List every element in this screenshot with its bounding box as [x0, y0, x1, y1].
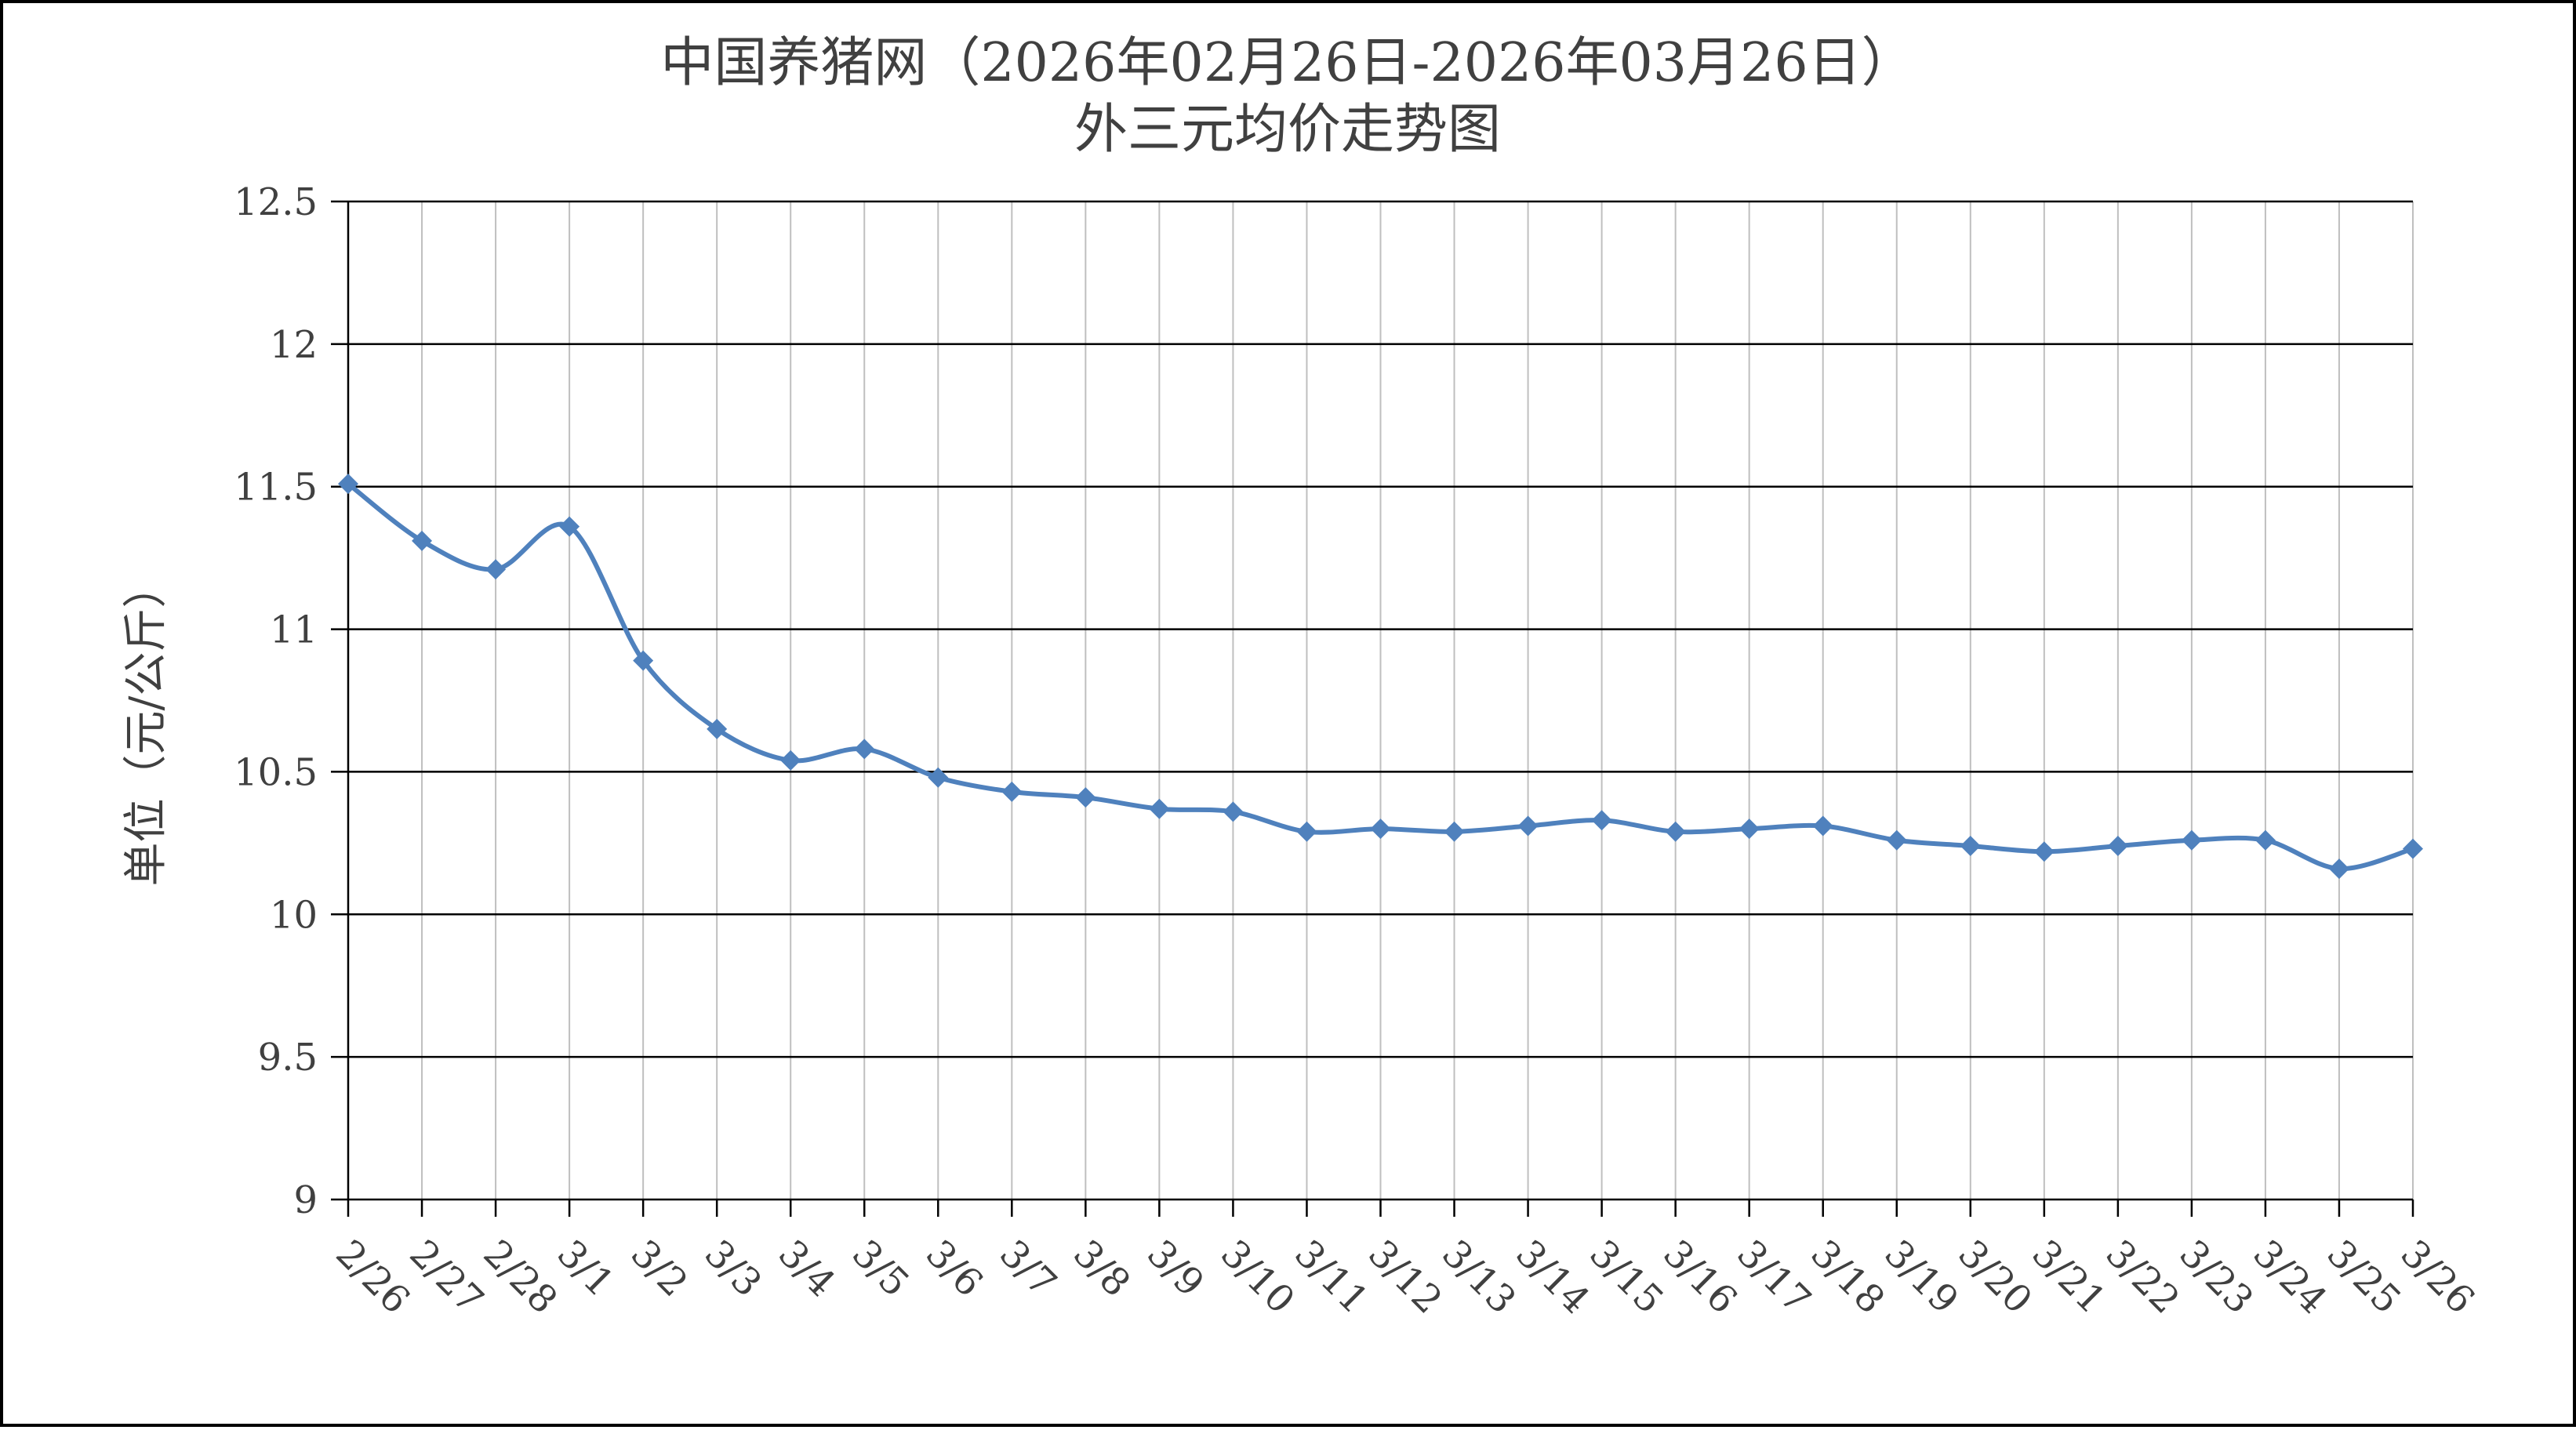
data-point-marker	[1149, 798, 1170, 819]
data-point-marker	[854, 739, 875, 760]
data-point-marker	[1223, 801, 1244, 822]
data-point-marker	[633, 650, 654, 671]
y-tick-label: 11.5	[234, 466, 318, 510]
data-point-marker	[559, 516, 580, 537]
data-point-marker	[2181, 829, 2202, 851]
data-point-marker	[707, 718, 728, 739]
y-tick-label: 10	[270, 893, 318, 937]
data-point-marker	[1739, 818, 1760, 840]
data-point-marker	[1812, 815, 1833, 837]
gridlines	[348, 200, 2414, 1200]
data-point-marker	[1591, 810, 1612, 831]
data-point-marker	[338, 474, 358, 495]
data-point-marker	[1960, 835, 1981, 856]
y-axis-label: 单位（元/公斤）	[121, 564, 172, 887]
data-point-marker	[1001, 781, 1023, 802]
y-tick-labels: 12.5 12 11.5 11 10.5 10 9.5 9	[234, 180, 318, 1222]
data-point-marker	[1886, 829, 1907, 851]
data-point-marker	[2403, 838, 2423, 859]
data-point-marker	[1370, 818, 1391, 840]
data-point-marker	[1444, 821, 1465, 842]
data-point-marker	[1296, 821, 1317, 842]
data-point-marker	[1517, 815, 1539, 837]
y-tick-label: 10.5	[234, 750, 318, 794]
data-point-marker	[412, 530, 433, 551]
y-tick-label: 9.5	[258, 1036, 318, 1080]
data-point-marker	[1075, 787, 1096, 808]
data-point-marker	[2254, 829, 2276, 851]
data-point-marker	[928, 767, 949, 788]
y-tick-label: 9	[293, 1178, 318, 1222]
y-tick-label: 11	[270, 608, 318, 652]
chart-title: 中国养猪网（2026年02月26日-2026年03月26日）	[660, 32, 1914, 94]
data-point-marker	[2033, 841, 2055, 862]
y-tick-label: 12	[270, 323, 318, 367]
data-point-marker	[1665, 821, 1686, 842]
data-point-marker	[2328, 858, 2349, 880]
data-point-marker	[2107, 835, 2128, 856]
chart-subtitle: 外三元均价走势图	[1074, 99, 1501, 161]
data-point-marker	[780, 749, 801, 771]
data-point-marker	[485, 559, 507, 580]
series-layer	[338, 474, 2423, 880]
y-tick-label: 12.5	[234, 180, 318, 224]
